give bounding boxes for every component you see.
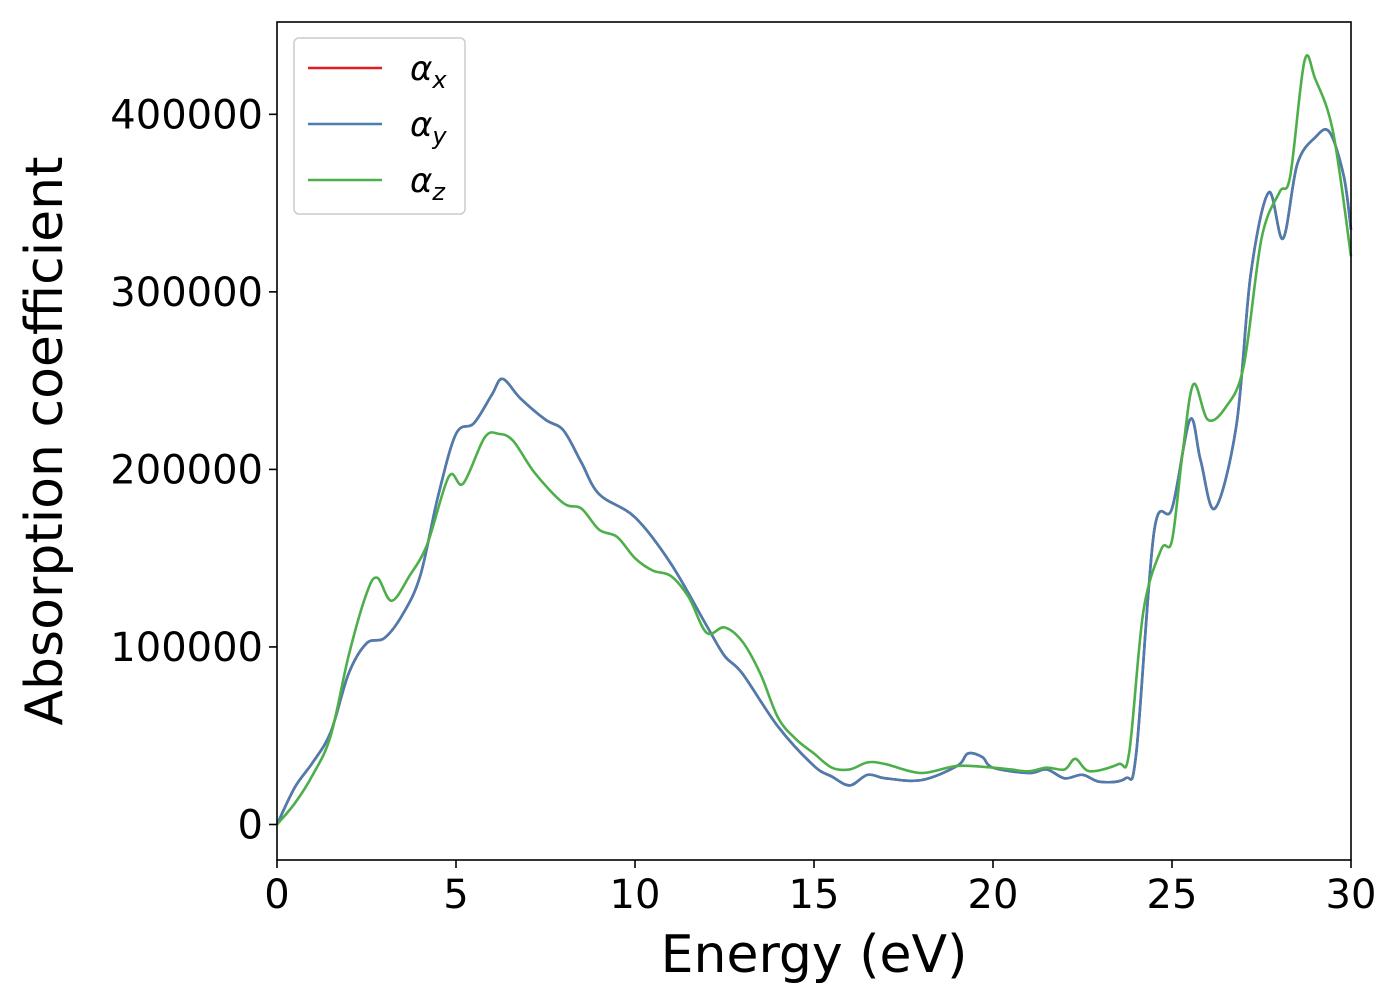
y-tick-label: 300000 — [110, 270, 263, 316]
x-tick-label: 15 — [789, 872, 840, 918]
y-axis: 0 100000 200000 300000 400000 — [110, 92, 277, 848]
x-tick-label: 10 — [610, 872, 661, 918]
series-line-alpha-y — [275, 128, 1353, 826]
series-layer — [275, 54, 1353, 826]
x-tick-label: 30 — [1326, 872, 1377, 918]
y-tick-label: 0 — [238, 802, 263, 848]
x-tick-label: 5 — [443, 872, 468, 918]
series-line-alpha-x — [275, 128, 1353, 826]
y-tick-label: 400000 — [110, 92, 263, 138]
y-tick-label: 200000 — [110, 447, 263, 493]
x-axis: 0 5 10 15 20 25 30 — [264, 860, 1376, 918]
y-axis-label: Absorption coefficient — [15, 156, 75, 725]
legend-label-alpha-x: αx — [410, 49, 447, 94]
x-tick-label: 20 — [968, 872, 1019, 918]
x-axis-label: Energy (eV) — [661, 925, 968, 985]
x-tick-label: 25 — [1147, 872, 1198, 918]
legend-box — [293, 37, 466, 215]
x-tick-label: 0 — [264, 872, 289, 918]
legend-label-alpha-y: αy — [410, 105, 447, 150]
series-line-alpha-z — [276, 54, 1353, 826]
y-tick-label: 100000 — [110, 625, 263, 671]
